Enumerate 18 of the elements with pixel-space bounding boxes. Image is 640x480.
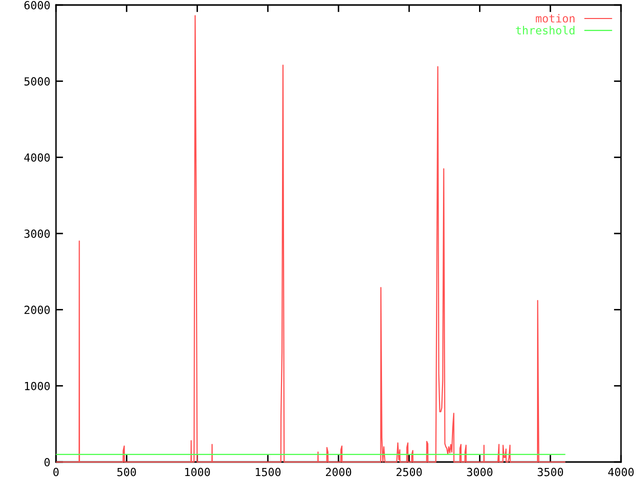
y-tick-label: 0 xyxy=(44,458,50,466)
x-tick-label: 2500 xyxy=(396,468,422,476)
x-tick-label: 4000 xyxy=(608,468,634,476)
x-tick-label: 3500 xyxy=(538,468,564,476)
y-tick-label: 4000 xyxy=(24,153,50,162)
x-tick-label: 1000 xyxy=(185,468,210,476)
y-tick-label: 3000 xyxy=(24,230,50,238)
legend-label: motion xyxy=(536,14,574,23)
x-tick-label: 1500 xyxy=(256,468,281,476)
y-tick-label: 6000 xyxy=(24,1,50,10)
y-tick-label: 2000 xyxy=(24,306,50,314)
x-tick-label: 500 xyxy=(117,468,136,476)
x-tick-label: 3000 xyxy=(467,468,492,476)
y-tick-label: 5000 xyxy=(24,77,50,86)
x-tick-label: 0 xyxy=(53,468,59,476)
y-tick-label: 1000 xyxy=(25,382,50,390)
legend-label: threshold xyxy=(516,26,574,34)
x-tick-label: 2000 xyxy=(326,468,352,476)
